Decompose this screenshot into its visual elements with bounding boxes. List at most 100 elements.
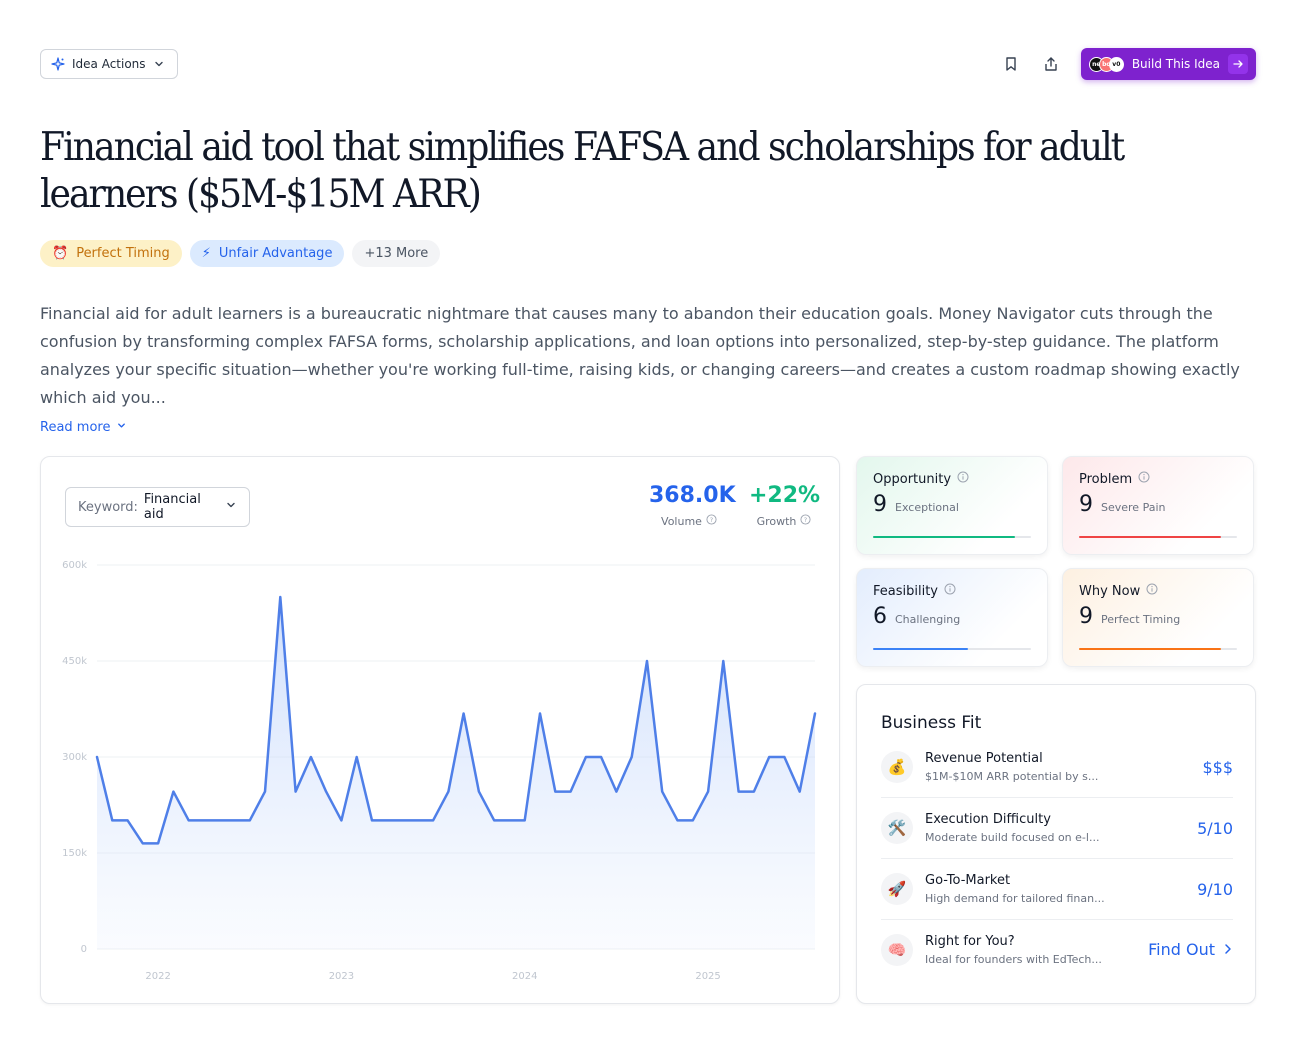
x-tick-label: 2024 [512,971,537,982]
data-point [797,789,803,795]
data-point [430,817,436,823]
more-tags-button[interactable]: +13 More [352,240,441,267]
growth-label-row: Growth ? [749,514,819,528]
lightning-icon: ⚡ [201,246,211,261]
fit-row-text: Right for You? Ideal for founders with E… [925,934,1148,966]
info-icon[interactable] [1146,583,1158,599]
data-point [109,817,115,823]
sparkle-icon [51,57,65,71]
bookmark-icon[interactable] [997,50,1025,78]
data-point [537,710,543,716]
fit-row-go-to-market[interactable]: 🚀 Go-To-Market High demand for tailored … [881,859,1233,920]
data-point [231,817,237,823]
fit-row-summary: $1M-$10M ARR potential by s... [925,770,1099,783]
arrow-right-icon [1228,54,1248,74]
alarm-clock-icon: ⏰ [52,246,69,261]
info-icon[interactable] [957,471,969,487]
data-point [644,658,650,664]
top-actions: ne bo v0 Build This Idea [997,48,1256,80]
data-point [568,789,574,795]
idea-description: Financial aid for adult learners is a bu… [40,304,1240,407]
tag-label: Perfect Timing [76,246,170,261]
brain-icon: 🧠 [881,933,913,966]
score-bar-fill [873,536,1016,538]
data-point [583,754,589,760]
rocket-icon: 🚀 [881,873,913,905]
fit-row-name: Go-To-Market [925,873,1011,888]
info-icon[interactable] [944,583,956,599]
series-area [97,597,815,949]
share-icon[interactable] [1037,50,1065,78]
why-now-score-card[interactable]: Why Now 9 Perfect Timing [1062,568,1254,667]
data-point [736,789,742,795]
data-point [705,789,711,795]
score-bar [873,536,1031,538]
data-point [491,817,497,823]
tag-label: +13 More [364,246,429,261]
data-point [415,817,421,823]
builder-logo: v0 [1108,56,1124,72]
fit-row-text: Revenue Potential $1M-$10M ARR potential… [925,751,1202,783]
tag-perfect-timing[interactable]: ⏰ Perfect Timing [40,240,182,267]
page-title: Financial aid tool that simplifies FAFSA… [40,125,1125,217]
fit-row-text: Execution Difficulty Moderate build focu… [925,812,1197,844]
growth-label: Growth [756,514,797,528]
money-bag-icon: 💰 [881,751,913,783]
trend-chart-card: Keyword: Financial aid 368.0K Volume ? +… [40,456,840,1004]
data-point [781,754,787,760]
data-point [766,754,772,760]
chevron-down-icon [225,499,237,515]
data-point [384,817,390,823]
data-point [629,754,635,760]
idea-actions-button[interactable]: Idea Actions [40,49,178,79]
opportunity-score-card[interactable]: Opportunity 9 Exceptional [856,456,1048,555]
score-bar-fill [873,648,968,650]
score-value: 9 [1079,604,1093,629]
data-point [201,817,207,823]
fit-row-summary: Moderate build focused on e-l... [925,831,1100,844]
y-tick-label: 300k [62,752,87,763]
score-bar-fill [1079,648,1222,650]
data-point [94,754,100,760]
fit-row-revenue-potential[interactable]: 💰 Revenue Potential $1M-$10M ARR potenti… [881,737,1233,798]
business-fit-card: Business Fit 💰 Revenue Potential $1M-$10… [856,684,1256,1004]
fit-row-name: Revenue Potential [925,751,1043,766]
score-title: Problem [1079,471,1133,487]
keyword-value: Financial aid [143,492,201,522]
help-icon[interactable]: ? [706,514,717,528]
data-point [812,710,818,716]
keyword-select[interactable]: Keyword: Financial aid [65,487,250,527]
data-point [552,789,558,795]
fit-row-summary: Ideal for founders with EdTech... [925,952,1102,966]
build-label: Build This Idea [1131,57,1220,71]
score-value: 9 [873,492,887,517]
fit-row-right-for-you[interactable]: 🧠 Right for You? Ideal for founders with… [881,919,1233,980]
tag-unfair-advantage[interactable]: ⚡ Unfair Advantage [189,240,345,267]
data-point [170,789,176,795]
fit-row-value: $$$ [1202,757,1233,777]
x-tick-label: 2025 [695,971,720,982]
data-point [293,789,299,795]
series-line [95,595,817,845]
data-point [247,817,253,823]
info-icon[interactable] [1138,471,1150,487]
data-point [186,817,192,823]
fit-row-execution-difficulty[interactable]: 🛠️ Execution Difficulty Moderate build f… [881,798,1233,859]
fit-row-summary: High demand for tailored finan... [925,892,1105,905]
read-more-link[interactable]: Read more [40,420,127,435]
y-tick-label: 0 [81,944,87,955]
build-this-idea-button[interactable]: ne bo v0 Build This Idea [1080,48,1256,80]
problem-score-card[interactable]: Problem 9 Severe Pain [1062,456,1254,555]
y-tick-label: 450k [62,656,87,667]
builder-logos: ne bo v0 [1088,56,1124,72]
chevron-down-icon [153,58,165,70]
volume-stat: 368.0K Volume ? [649,483,736,528]
data-point [675,817,681,823]
top-bar: Idea Actions ne bo v0 Build This Idea [40,48,1256,80]
tag-label: Unfair Advantage [218,246,333,261]
feasibility-score-card[interactable]: Feasibility 6 Challenging [856,568,1048,667]
data-point [216,817,222,823]
x-tick-label: 2023 [329,971,354,982]
find-out-link[interactable]: Find Out [1148,940,1233,959]
help-icon[interactable]: ? [800,514,811,528]
